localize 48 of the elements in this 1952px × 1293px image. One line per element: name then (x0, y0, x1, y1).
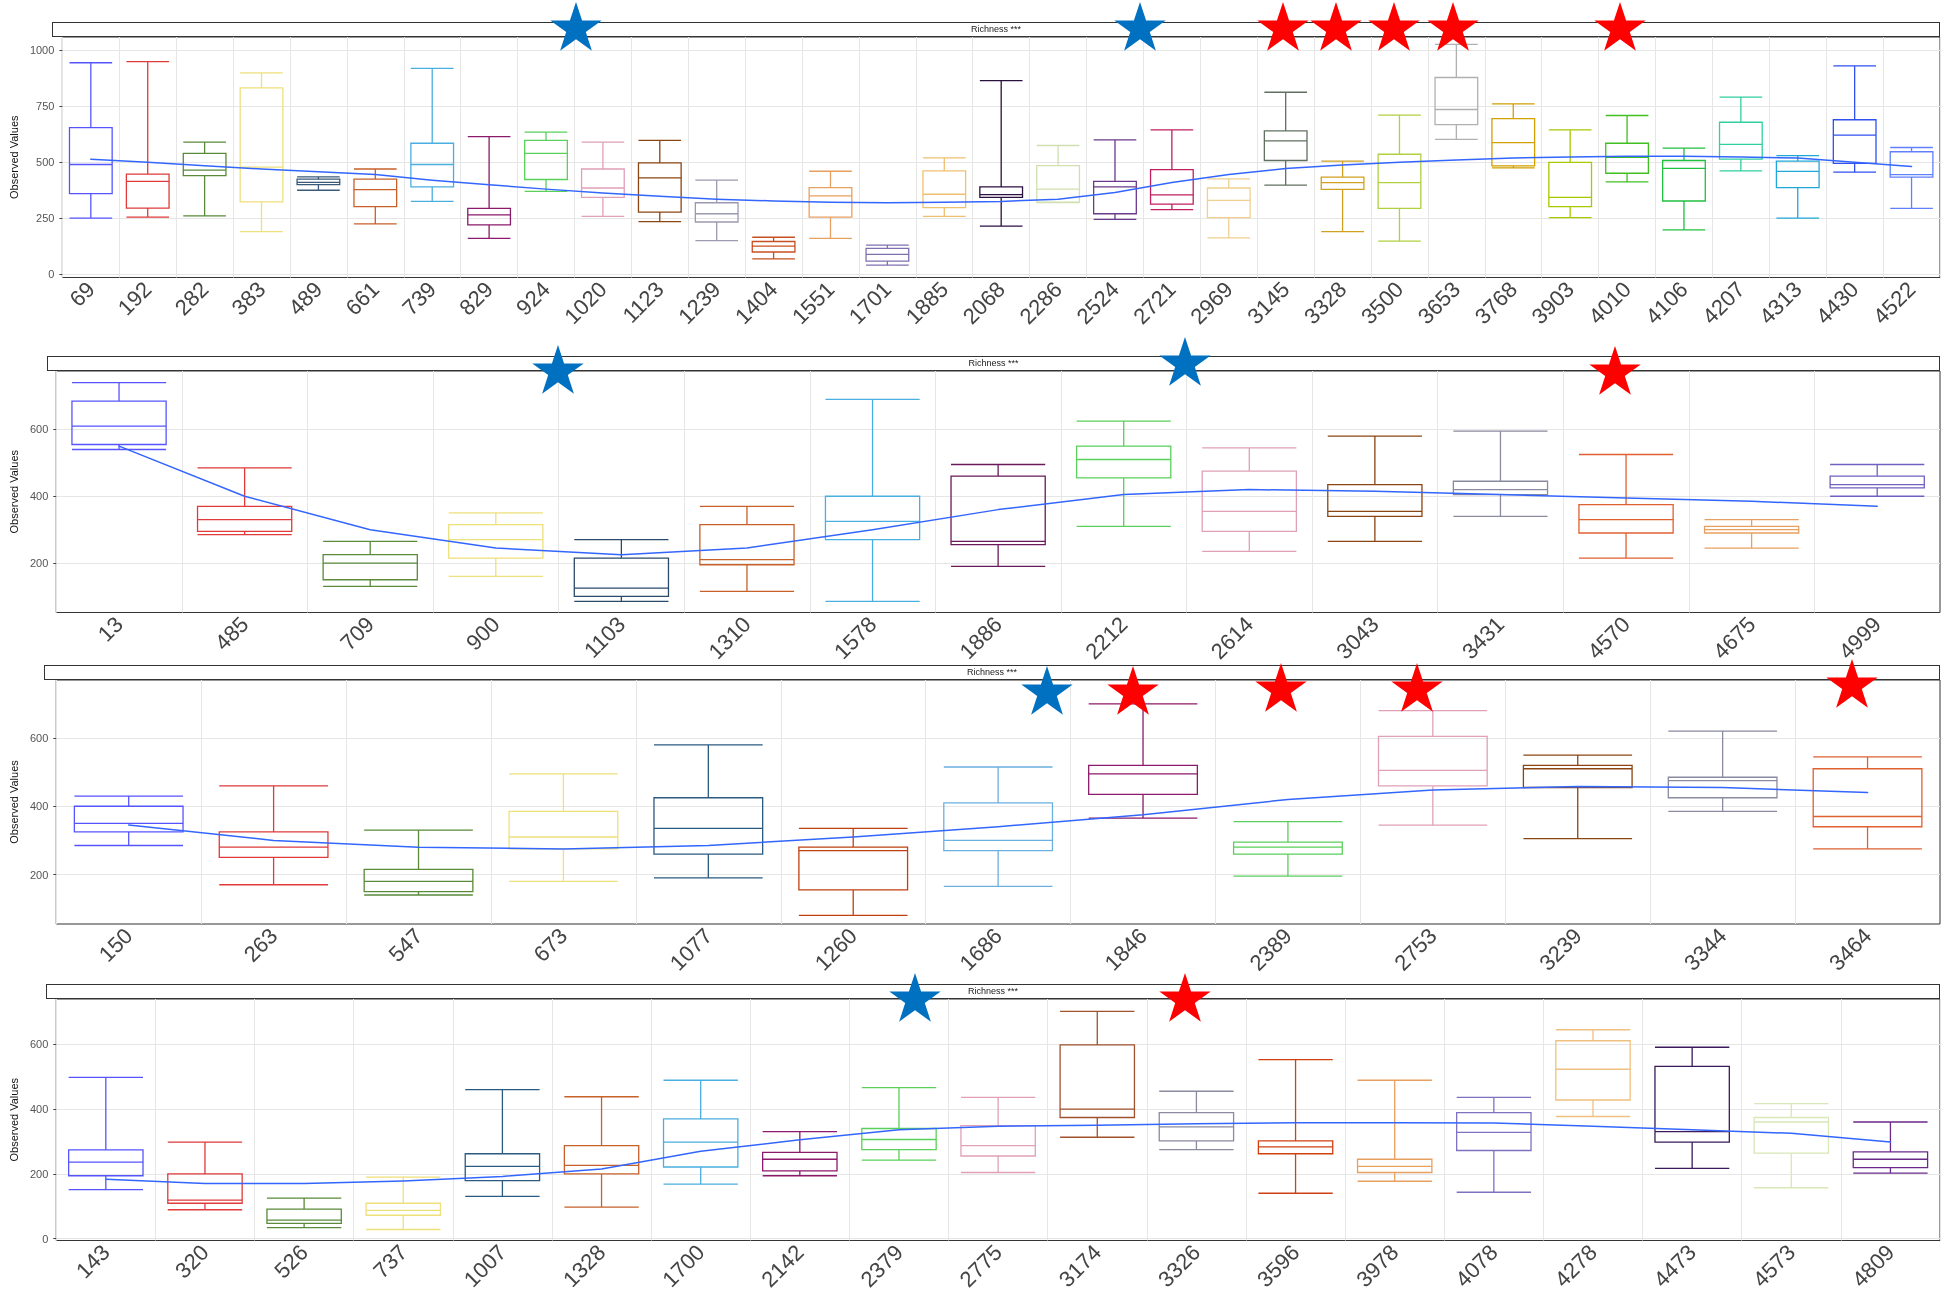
x-tick-label: 900 (461, 611, 505, 656)
x-tick-label: 737 (368, 1239, 413, 1284)
x-tick-label: 13 (92, 611, 128, 647)
chart-title: Richness *** (44, 665, 1940, 680)
x-tick-label: 489 (283, 276, 328, 321)
x-tick-label: 192 (112, 276, 157, 321)
x-tick-label: 739 (397, 276, 442, 321)
y-tick-label: 200 (29, 868, 49, 881)
y-axis-title: Observed Values (7, 449, 20, 534)
x-tick-label: 547 (383, 923, 428, 967)
y-tick-label: 250 (36, 212, 55, 225)
y-tick-label: 600 (29, 423, 49, 436)
y-tick-label: 750 (36, 100, 55, 113)
x-tick-label: 143 (71, 1239, 115, 1284)
y-tick-label: 200 (29, 1167, 49, 1180)
x-tick-label: 526 (269, 1239, 313, 1284)
line-series (90, 155, 1913, 204)
chart-title: Richness *** (47, 356, 1940, 371)
chart-title: Richness *** (52, 22, 1940, 37)
x-tick-label: 661 (340, 276, 385, 321)
chart-title: Richness *** (46, 984, 1940, 999)
x-tick-label: 709 (335, 611, 380, 656)
x-tick-label: 320 (170, 1239, 214, 1284)
y-axis-title: Observed Values (7, 114, 20, 200)
x-tick-label: 383 (226, 276, 271, 321)
y-tick-label: 600 (29, 1038, 49, 1051)
line-series (118, 445, 1878, 556)
y-tick-label: 0 (42, 1232, 49, 1245)
x-tick-label: 485 (209, 611, 254, 656)
y-tick-label: 400 (29, 1103, 49, 1116)
x-tick-label: 924 (511, 276, 555, 321)
y-tick-label: 400 (29, 800, 49, 813)
x-tick-label: 282 (169, 276, 214, 321)
line-series (105, 1121, 1892, 1185)
x-tick-label: 829 (454, 276, 498, 321)
y-tick-label: 200 (29, 557, 49, 570)
y-tick-label: 1000 (29, 44, 55, 57)
y-tick-label: 600 (29, 732, 49, 745)
x-tick-label: 150 (93, 923, 138, 967)
y-tick-label: 500 (36, 156, 55, 169)
line-series (127, 785, 1869, 850)
y-tick-label: 400 (29, 490, 49, 503)
x-tick-label: 69 (64, 276, 100, 312)
x-tick-label: 263 (238, 923, 283, 967)
y-tick-label: 0 (48, 268, 55, 281)
x-tick-label: 673 (528, 923, 573, 967)
y-axis-title: Observed Values (7, 1077, 20, 1162)
y-axis-title: Observed Values (7, 759, 20, 844)
